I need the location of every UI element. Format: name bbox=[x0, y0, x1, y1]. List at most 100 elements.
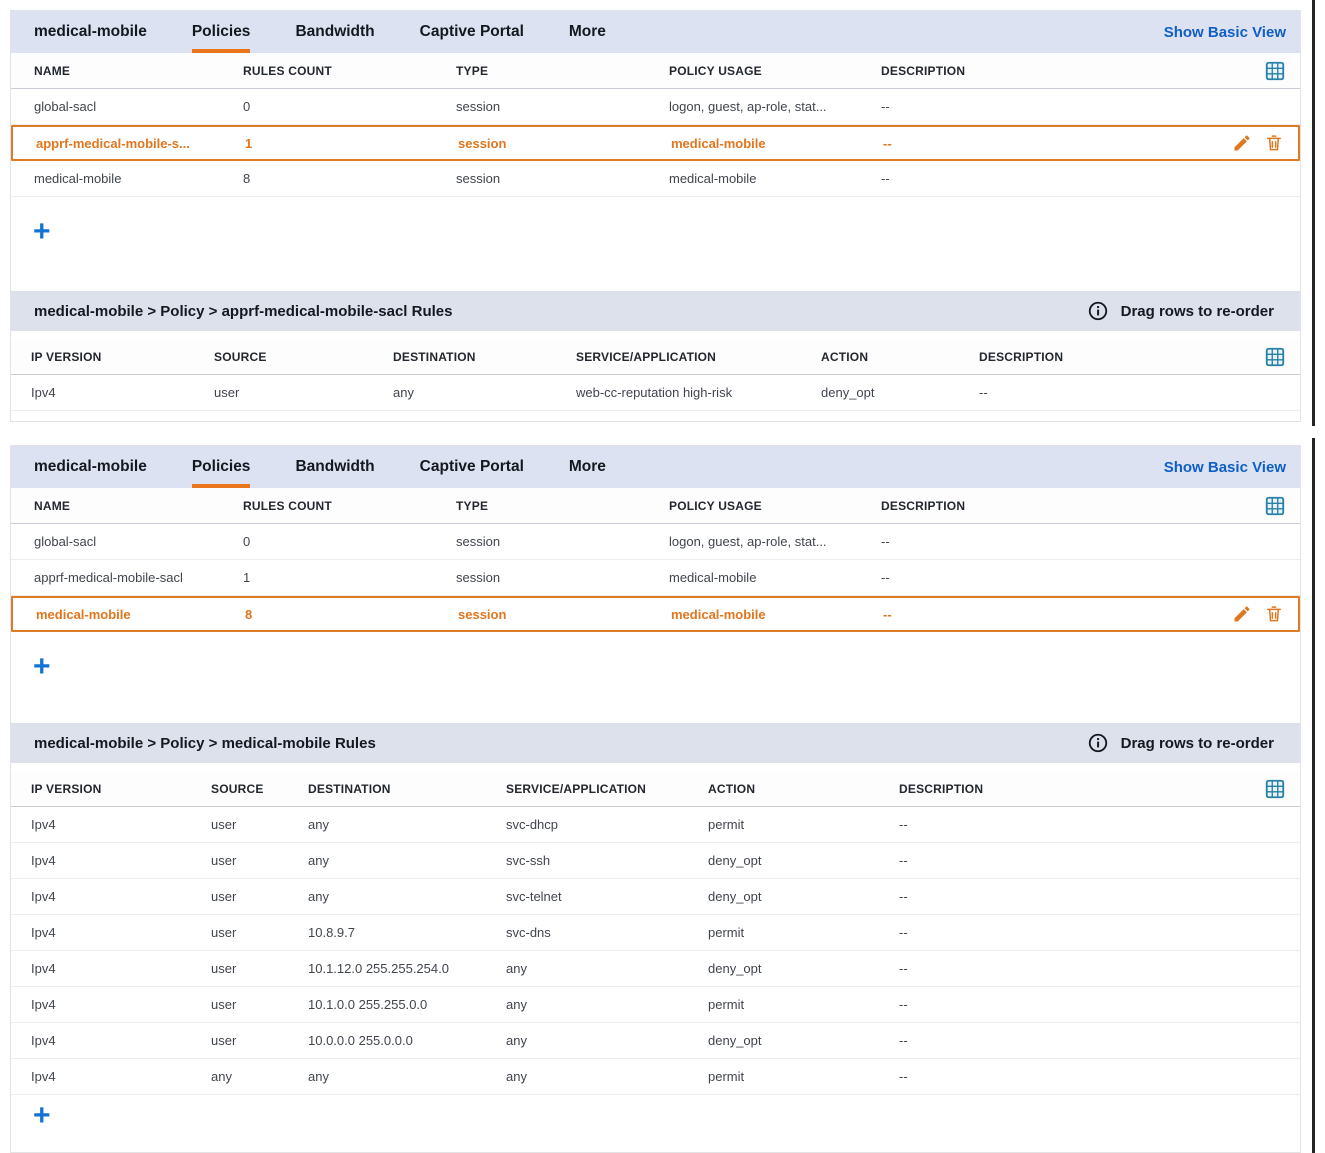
drag-hint-group: Drag rows to re-order bbox=[1087, 300, 1286, 322]
column-header[interactable]: ACTION bbox=[708, 781, 756, 796]
trash-icon[interactable] bbox=[1264, 133, 1284, 153]
column-header[interactable]: IP VERSION bbox=[31, 781, 102, 796]
tab-policies[interactable]: Policies bbox=[191, 446, 250, 488]
trash-icon[interactable] bbox=[1264, 604, 1284, 624]
cell: session bbox=[456, 534, 501, 549]
column-header[interactable]: SERVICE/APPLICATION bbox=[576, 349, 717, 364]
cell: deny_opt bbox=[708, 889, 762, 904]
table-row[interactable]: Ipv4 user 10.1.0.0 255.255.0.0 any permit -- bbox=[11, 987, 1300, 1023]
table-row[interactable]: Ipv4 user 10.0.0.0 255.0.0.0 any deny_opt -- bbox=[11, 1023, 1300, 1059]
table-row[interactable]: Ipv4 user any svc-dhcp permit -- bbox=[11, 807, 1300, 843]
cell: deny_opt bbox=[821, 385, 875, 400]
cell: session bbox=[456, 171, 501, 186]
cell: any bbox=[211, 1069, 232, 1084]
column-header[interactable]: DESTINATION bbox=[308, 781, 391, 796]
pencil-icon[interactable] bbox=[1232, 604, 1252, 624]
tab-captive-portal[interactable]: Captive Portal bbox=[419, 23, 524, 40]
pencil-icon[interactable] bbox=[1232, 133, 1252, 153]
grid-icon[interactable] bbox=[1264, 495, 1286, 517]
cell: permit bbox=[708, 925, 745, 940]
cell: -- bbox=[899, 853, 908, 868]
cell: logon, guest, ap-role, stat... bbox=[669, 534, 827, 549]
grid-icon[interactable] bbox=[1264, 60, 1286, 82]
tab-bandwidth[interactable]: Bandwidth bbox=[295, 458, 375, 475]
table-row[interactable]: global-sacl 0 session logon, guest, ap-role… bbox=[11, 89, 1300, 125]
column-header[interactable]: DESCRIPTION bbox=[979, 349, 1064, 364]
cell: Ipv4 bbox=[31, 1069, 56, 1084]
cell: -- bbox=[881, 534, 890, 549]
cell: svc-dns bbox=[506, 925, 551, 940]
column-header[interactable]: IP VERSION bbox=[31, 349, 102, 364]
table-row[interactable]: Ipv4 user 10.8.9.7 svc-dns permit -- bbox=[11, 915, 1300, 951]
column-header[interactable]: DESCRIPTION bbox=[881, 63, 966, 78]
cell: any bbox=[393, 385, 414, 400]
right-border-line bbox=[1312, 438, 1315, 1153]
column-header[interactable]: SERVICE/APPLICATION bbox=[506, 781, 647, 796]
cell: global-sacl bbox=[34, 99, 97, 114]
column-header[interactable]: TYPE bbox=[456, 63, 489, 78]
plus-icon[interactable]: + bbox=[33, 1099, 51, 1132]
table-row[interactable]: medical-mobile 8 session medical-mobile -- bbox=[11, 596, 1300, 632]
info-icon[interactable] bbox=[1087, 300, 1109, 322]
column-header[interactable]: POLICY USAGE bbox=[669, 63, 762, 78]
column-header[interactable]: RULES COUNT bbox=[243, 498, 332, 513]
cell: logon, guest, ap-role, stat... bbox=[669, 99, 827, 114]
cell: user bbox=[211, 889, 237, 904]
column-header[interactable]: DESTINATION bbox=[393, 349, 476, 364]
tab-policies[interactable]: Policies bbox=[191, 11, 250, 53]
table-row[interactable]: Ipv4 user any svc-ssh deny_opt -- bbox=[11, 843, 1300, 879]
grid-icon[interactable] bbox=[1264, 346, 1286, 368]
tab-bandwidth[interactable]: Bandwidth bbox=[295, 23, 375, 40]
cell: -- bbox=[899, 961, 908, 976]
plus-icon[interactable]: + bbox=[33, 650, 51, 683]
table-row[interactable]: Ipv4 user any svc-telnet deny_opt -- bbox=[11, 879, 1300, 915]
column-header[interactable]: NAME bbox=[34, 63, 71, 78]
column-header[interactable]: SOURCE bbox=[214, 349, 267, 364]
drag-hint-label: Drag rows to re-order bbox=[1120, 302, 1274, 320]
show-basic-view-link[interactable]: Show Basic View bbox=[1163, 458, 1286, 476]
table-row[interactable]: apprf-medical-mobile-s... 1 session medical… bbox=[11, 125, 1300, 161]
info-icon[interactable] bbox=[1087, 732, 1109, 754]
tab-more[interactable]: More bbox=[568, 458, 606, 475]
policies-table-body: global-sacl 0 session logon, guest, ap-role… bbox=[11, 524, 1300, 632]
plus-icon[interactable]: + bbox=[33, 215, 51, 248]
column-header[interactable]: DESCRIPTION bbox=[881, 498, 966, 513]
tab-more[interactable]: More bbox=[568, 23, 606, 40]
cell: 10.8.9.7 bbox=[308, 925, 355, 940]
column-header[interactable]: RULES COUNT bbox=[243, 63, 332, 78]
rules-table: IP VERSION SOURCE DESTINATION SERVICE/APPLI… bbox=[11, 771, 1300, 1095]
tab-captive-portal[interactable]: Captive Portal bbox=[419, 458, 524, 475]
cell: svc-dhcp bbox=[506, 817, 559, 832]
cell: any bbox=[506, 961, 527, 976]
cell: -- bbox=[899, 889, 908, 904]
column-header[interactable]: NAME bbox=[34, 498, 71, 513]
tab-role-medical-mobile[interactable]: medical-mobile bbox=[34, 23, 147, 40]
column-header[interactable]: ACTION bbox=[821, 349, 869, 364]
table-row[interactable]: global-sacl 0 session logon, guest, ap-role… bbox=[11, 524, 1300, 560]
table-row[interactable]: apprf-medical-mobile-sacl 1 session medical… bbox=[11, 560, 1300, 596]
cell: -- bbox=[881, 171, 890, 186]
grid-icon[interactable] bbox=[1264, 778, 1286, 800]
show-basic-view-link[interactable]: Show Basic View bbox=[1163, 23, 1286, 41]
table-row[interactable]: Ipv4 any any any permit -- bbox=[11, 1059, 1300, 1095]
cell: -- bbox=[899, 1033, 908, 1048]
breadcrumb: medical-mobile > Policy > apprf-medical-… bbox=[34, 302, 453, 320]
cell: svc-ssh bbox=[506, 853, 551, 868]
cell: medical-mobile bbox=[34, 171, 122, 186]
cell: any bbox=[506, 1069, 527, 1084]
policy-panel-top: medical-mobile Policies Bandwidth Captiv… bbox=[10, 10, 1301, 422]
right-border-line bbox=[1312, 0, 1315, 426]
drag-hint-label: Drag rows to re-order bbox=[1120, 734, 1274, 752]
column-header[interactable]: TYPE bbox=[456, 498, 489, 513]
tab-role-medical-mobile[interactable]: medical-mobile bbox=[34, 458, 147, 475]
cell: user bbox=[214, 385, 240, 400]
rules-header-bar: medical-mobile > Policy > apprf-medical-… bbox=[11, 291, 1300, 331]
column-header[interactable]: DESCRIPTION bbox=[899, 781, 984, 796]
table-row[interactable]: Ipv4 user any web-cc-reputation high-risk de… bbox=[11, 375, 1300, 411]
cell: -- bbox=[899, 997, 908, 1012]
breadcrumb: medical-mobile > Policy > medical-mobile… bbox=[34, 734, 376, 752]
column-header[interactable]: SOURCE bbox=[211, 781, 264, 796]
column-header[interactable]: POLICY USAGE bbox=[669, 498, 762, 513]
table-row[interactable]: Ipv4 user 10.1.12.0 255.255.254.0 any deny_o… bbox=[11, 951, 1300, 987]
table-row[interactable]: medical-mobile 8 session medical-mobile -- bbox=[11, 161, 1300, 197]
